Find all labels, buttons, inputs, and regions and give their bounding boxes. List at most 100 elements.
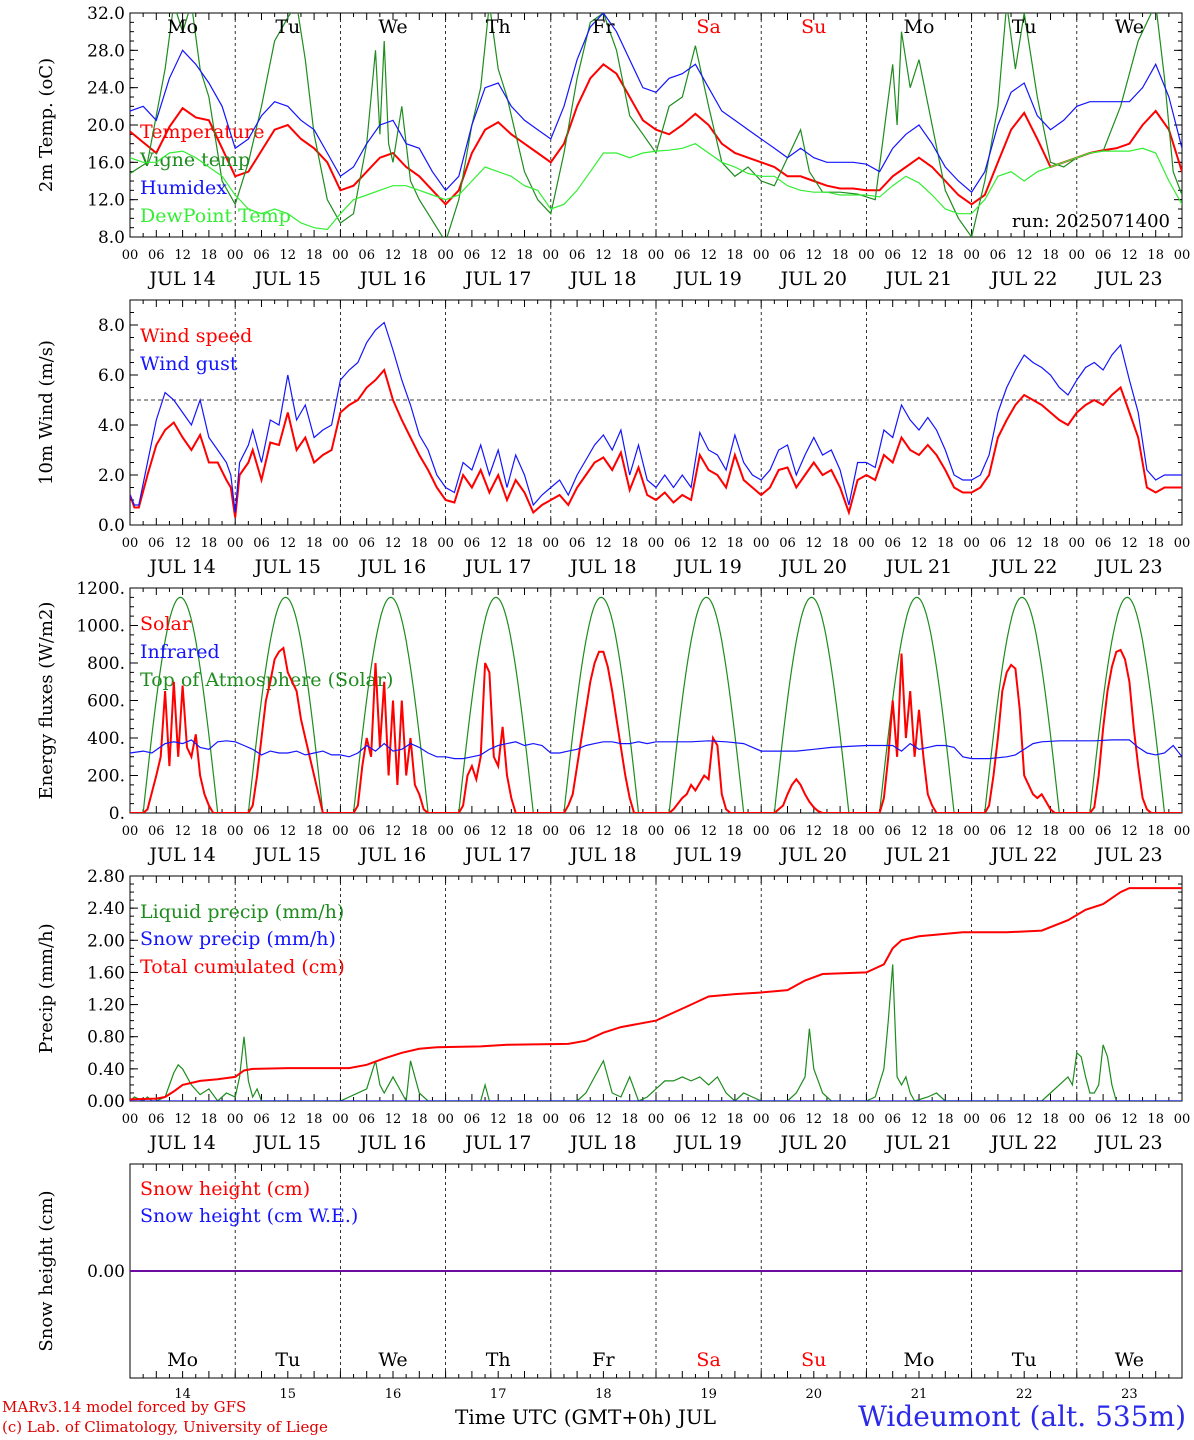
hour-label: 00 — [1069, 536, 1086, 551]
hour-label: 18 — [937, 824, 954, 839]
date-label: JUL 22 — [989, 556, 1057, 578]
y-tick-label: 600. — [87, 692, 125, 712]
hour-label: 12 — [490, 536, 507, 551]
hour-label: 06 — [569, 824, 586, 839]
hour-label: 00 — [648, 824, 665, 839]
legend-snow-height-cm-: Snow height (cm) — [140, 1178, 310, 1200]
hour-label: 06 — [358, 248, 375, 263]
weekday-label: Su — [801, 1349, 826, 1371]
hour-label: 12 — [595, 824, 612, 839]
y-tick-label: 12.0 — [87, 191, 125, 211]
hour-label: 12 — [1016, 824, 1033, 839]
hour-label: 00 — [963, 248, 980, 263]
hour-label: 00 — [543, 824, 560, 839]
date-label: JUL 23 — [1094, 844, 1162, 866]
y-tick-label: 0. — [109, 804, 125, 824]
date-label: JUL 18 — [568, 268, 636, 290]
hour-label: 06 — [358, 536, 375, 551]
hour-label: 00 — [227, 536, 244, 551]
hour-label: 06 — [674, 1112, 691, 1127]
series-line-liquid-precip-mm-h- — [130, 964, 1182, 1101]
y-tick-label: 1000. — [76, 617, 125, 637]
date-label: JUL 18 — [568, 1132, 636, 1154]
hour-label: 12 — [1016, 536, 1033, 551]
date-label: JUL 14 — [147, 844, 215, 866]
y-axis-title: 2m Temp. (oC) — [36, 58, 57, 192]
hour-label: 12 — [1016, 248, 1033, 263]
date-label: JUL 17 — [463, 268, 531, 290]
hour-label: 00 — [1174, 1112, 1191, 1127]
hour-label: 12 — [595, 248, 612, 263]
hour-label: 00 — [227, 824, 244, 839]
hour-label: 00 — [332, 824, 349, 839]
hour-label: 00 — [437, 248, 454, 263]
date-label: JUL 21 — [884, 844, 952, 866]
hour-label: 00 — [858, 536, 875, 551]
hour-label: 06 — [569, 1112, 586, 1127]
hour-label: 18 — [516, 1112, 533, 1127]
hour-label: 18 — [832, 1112, 849, 1127]
day-number-label: 16 — [385, 1387, 402, 1402]
legend-snow-height-cm-w-e-: Snow height (cm W.E.) — [140, 1205, 358, 1227]
hour-label: 12 — [280, 1112, 297, 1127]
hour-label: 00 — [753, 536, 770, 551]
hour-label: 18 — [621, 1112, 638, 1127]
weekday-label: We — [378, 16, 407, 38]
hour-label: 12 — [1016, 1112, 1033, 1127]
hour-label: 06 — [884, 824, 901, 839]
weekday-label: Su — [801, 16, 826, 38]
y-tick-label: 0.40 — [87, 1060, 125, 1080]
hour-label: 06 — [464, 1112, 481, 1127]
hour-label: 06 — [674, 824, 691, 839]
date-label: JUL 22 — [989, 268, 1057, 290]
hour-label: 18 — [411, 1112, 428, 1127]
hour-label: 06 — [779, 824, 796, 839]
date-label: JUL 16 — [358, 844, 426, 866]
weekday-label: Fr — [592, 16, 615, 38]
day-number-label: 14 — [174, 1387, 191, 1402]
hour-label: 12 — [385, 248, 402, 263]
y-tick-label: 8.0 — [98, 316, 125, 336]
hour-label: 18 — [621, 536, 638, 551]
hour-label: 12 — [1121, 824, 1138, 839]
y-tick-label: 20.0 — [87, 116, 125, 136]
hour-label: 18 — [306, 248, 323, 263]
hour-label: 06 — [884, 536, 901, 551]
y-axis-title: Snow height (cm) — [36, 1190, 57, 1351]
hour-label: 18 — [1042, 824, 1059, 839]
hour-label: 06 — [148, 1112, 165, 1127]
date-label: JUL 23 — [1094, 556, 1162, 578]
hour-label: 00 — [437, 536, 454, 551]
day-number-label: 22 — [1016, 1387, 1033, 1402]
hour-label: 06 — [674, 536, 691, 551]
series-line-humidex — [130, 13, 1182, 194]
hour-label: 18 — [1042, 1112, 1059, 1127]
legend-liquid-precip-mm-h-: Liquid precip (mm/h) — [140, 901, 344, 923]
hour-label: 00 — [858, 1112, 875, 1127]
legend-snow-precip-mm-h-: Snow precip (mm/h) — [140, 928, 336, 950]
y-tick-label: 32.0 — [87, 4, 125, 24]
hour-label: 18 — [621, 248, 638, 263]
hour-label: 06 — [569, 248, 586, 263]
date-label: JUL 23 — [1094, 1132, 1162, 1154]
hour-label: 18 — [306, 1112, 323, 1127]
weekday-label: Th — [486, 1349, 511, 1371]
hour-label: 18 — [1147, 536, 1164, 551]
hour-label: 12 — [174, 1112, 191, 1127]
weekday-label: We — [378, 1349, 407, 1371]
run-label: run: 2025071400 — [1012, 211, 1170, 232]
y-tick-label: 200. — [87, 767, 125, 787]
hour-label: 12 — [385, 824, 402, 839]
hour-label: 00 — [963, 536, 980, 551]
hour-label: 12 — [490, 1112, 507, 1127]
hour-label: 00 — [963, 824, 980, 839]
hour-label: 06 — [358, 824, 375, 839]
date-label: JUL 19 — [673, 268, 741, 290]
hour-label: 18 — [937, 1112, 954, 1127]
hour-label: 00 — [648, 1112, 665, 1127]
hour-label: 12 — [490, 248, 507, 263]
weekday-label: Tu — [275, 16, 300, 38]
legend-wind-gust: Wind gust — [140, 353, 238, 375]
hour-label: 06 — [253, 1112, 270, 1127]
hour-label: 12 — [700, 824, 717, 839]
